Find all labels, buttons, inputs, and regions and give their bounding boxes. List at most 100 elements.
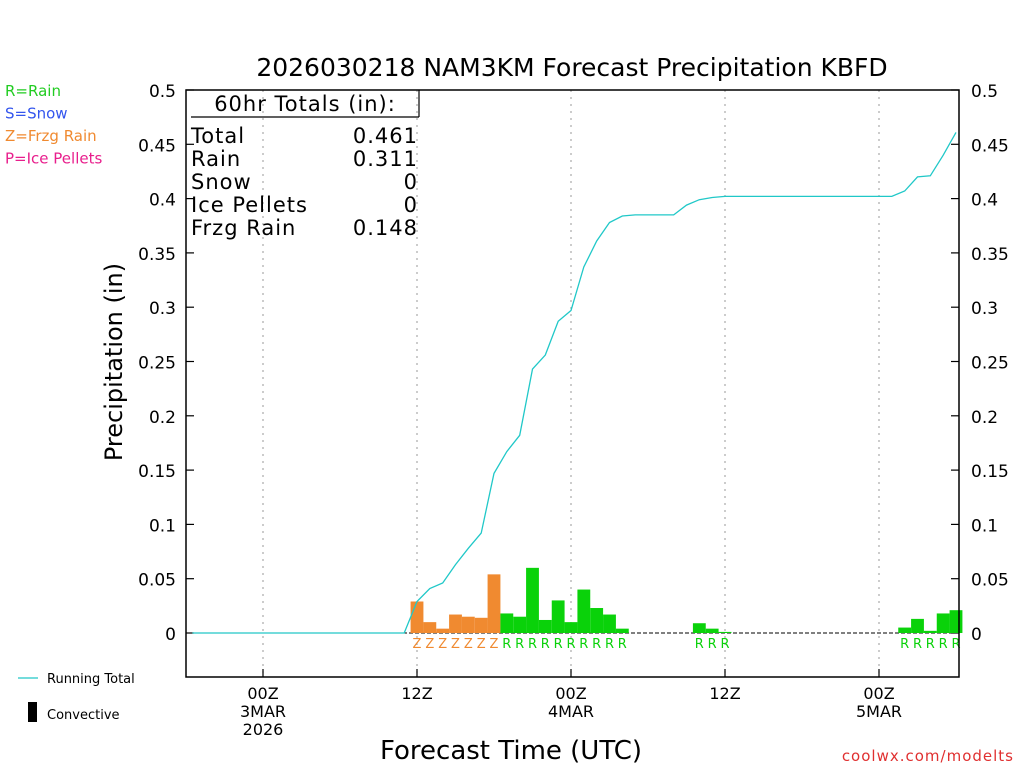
precip-bar <box>603 614 616 633</box>
x-tick-label: 00Z <box>863 684 894 703</box>
running-total-label: Running Total <box>47 672 135 687</box>
legend-entry: Z=Frzg Rain <box>5 127 97 145</box>
precip-bar <box>538 619 552 633</box>
totals-row-value: 0 <box>404 193 418 217</box>
y-tick-label-right: 0.2 <box>971 408 998 428</box>
totals-row-label: Ice Pellets <box>191 193 308 217</box>
totals-row-label: Rain <box>191 147 241 171</box>
precip-type-label: R <box>515 637 524 652</box>
y-axis-label: Precipitation (in) <box>100 263 128 461</box>
precip-bar <box>590 608 604 633</box>
totals-row-value: 0.461 <box>353 124 418 148</box>
precip-type-label: R <box>592 637 601 652</box>
precip-bar <box>436 628 450 633</box>
totals-row-label: Snow <box>191 170 252 194</box>
totals-row-label: Total <box>190 124 245 148</box>
y-tick-label-left: 0.3 <box>149 299 176 319</box>
y-tick-label-left: 0.45 <box>138 136 176 156</box>
chart-title: 2026030218 NAM3KM Forecast Precipitation… <box>256 53 887 82</box>
precip-bar <box>487 574 501 633</box>
y-tick-label-right: 0.3 <box>971 299 998 319</box>
precip-bar <box>461 616 475 633</box>
totals-row-value: 0.311 <box>353 147 418 171</box>
precip-type-label: R <box>541 637 550 652</box>
y-tick-label-left: 0.4 <box>149 191 176 211</box>
y-tick-label-left: 0 <box>165 625 176 645</box>
x-tick-label: 2026 <box>243 720 284 739</box>
precip-bar <box>526 567 539 633</box>
precip-type-label: Z <box>464 637 473 652</box>
precip-type-label: R <box>695 637 704 652</box>
precip-bar <box>705 628 719 633</box>
legend-entry: S=Snow <box>5 105 68 123</box>
y-tick-label-left: 0.05 <box>138 571 176 591</box>
convective-swatch <box>28 702 37 722</box>
precip-type-label: R <box>528 637 537 652</box>
y-tick-label-right: 0.1 <box>971 516 998 536</box>
precip-type-label: R <box>900 637 909 652</box>
precip-bar <box>615 628 629 633</box>
y-tick-label-right: 0.35 <box>971 245 1009 265</box>
precip-bar <box>923 630 937 633</box>
precip-bar <box>513 616 527 633</box>
y-tick-label-right: 0.15 <box>971 462 1009 482</box>
precip-type-label: R <box>708 637 717 652</box>
grid-lines <box>262 90 880 677</box>
series-legend: Running Total Convective <box>18 672 135 723</box>
y-tick-label-right: 0.45 <box>971 136 1009 156</box>
precip-type-label: R <box>720 637 729 652</box>
y-tick-label-right: 0.4 <box>971 191 998 211</box>
totals-box: 60hr Totals (in): Total 0.461 Rain 0.311 Snow… <box>190 90 420 240</box>
precip-type-label: R <box>566 637 575 652</box>
precip-type-legend: R=Rain S=Snow Z=Frzg Rain P=Ice Pellets <box>5 82 102 168</box>
precip-bar <box>898 627 912 633</box>
precip-type-label: R <box>618 637 627 652</box>
precip-type-label: R <box>926 637 935 652</box>
precip-bar <box>949 610 963 633</box>
precip-bar <box>718 631 732 633</box>
plot-frame <box>185 89 960 678</box>
y-axis-right: 0 0.05 0.1 0.15 0.2 0.25 0.3 0.35 0.4 0.45 0.5 <box>951 82 1009 645</box>
totals-row-label: Frzg Rain <box>191 216 296 240</box>
credit-text: coolwx.com/modelts <box>842 747 1014 765</box>
totals-row-value: 0 <box>404 170 418 194</box>
x-tick-label: 12Z <box>401 684 432 703</box>
precip-type-label: R <box>554 637 563 652</box>
precip-type-label: R <box>913 637 922 652</box>
precip-bar <box>577 589 591 633</box>
x-tick-label: 4MAR <box>548 702 594 721</box>
precip-bar <box>410 601 424 633</box>
convective-label: Convective <box>47 708 120 723</box>
totals-heading: 60hr Totals (in): <box>214 92 396 116</box>
y-tick-label-left: 0.1 <box>149 516 176 536</box>
precip-bar <box>449 614 462 633</box>
x-tick-label: 5MAR <box>856 702 902 721</box>
y-tick-label-left: 0.35 <box>138 245 176 265</box>
precip-type-label: R <box>502 637 511 652</box>
precip-bars <box>410 567 963 633</box>
precip-type-label: Z <box>451 637 460 652</box>
precip-type-label: R <box>579 637 588 652</box>
precip-type-label: R <box>605 637 614 652</box>
precip-bar <box>911 618 924 633</box>
running-total-line <box>192 132 957 634</box>
x-tick-label: 00Z <box>247 684 278 703</box>
x-tick-label: 12Z <box>709 684 740 703</box>
precip-type-label: R <box>939 637 948 652</box>
y-tick-label-left: 0.15 <box>138 462 176 482</box>
y-tick-label-left: 0.5 <box>149 82 176 102</box>
precip-type-label: Z <box>425 637 434 652</box>
precip-bar <box>423 622 437 633</box>
y-tick-label-left: 0.25 <box>138 354 176 374</box>
precip-bar <box>474 617 488 633</box>
precip-bar <box>936 613 950 633</box>
y-tick-label-right: 0.05 <box>971 571 1009 591</box>
precip-type-label: Z <box>477 637 486 652</box>
x-tick-label: 00Z <box>555 684 586 703</box>
y-tick-label-left: 0.2 <box>149 408 176 428</box>
precip-type-label: Z <box>413 637 422 652</box>
x-axis-label: Forecast Time (UTC) <box>380 736 642 766</box>
